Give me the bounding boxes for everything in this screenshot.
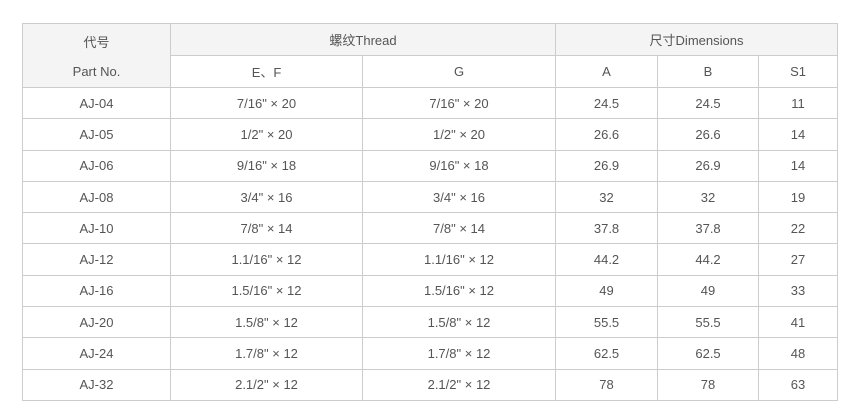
- table-row: AJ-24 1.7/8" × 12 1.7/8" × 12 62.5 62.5 …: [22, 337, 839, 370]
- table-row: AJ-20 1.5/8" × 12 1.5/8" × 12 55.5 55.5 …: [22, 306, 839, 339]
- cell-thread-ef: 1.5/16" × 12: [170, 274, 363, 308]
- cell-dim-s1: 14: [758, 149, 839, 182]
- cell-thread-ef: 1.1/16" × 12: [170, 243, 363, 276]
- cell-part-no: AJ-24: [22, 337, 171, 370]
- cell-part-no: AJ-10: [22, 212, 171, 245]
- cell-thread-g: 2.1/2" × 12: [361, 368, 557, 401]
- cell-thread-ef: 1.5/8" × 12: [170, 306, 363, 339]
- header-group-row: 代号 Part No. 螺纹Thread 尺寸Dimensions: [22, 23, 839, 88]
- cell-dim-a: 24.5: [555, 86, 659, 120]
- cell-part-no: AJ-32: [22, 368, 171, 401]
- header-part-no: 代号 Part No.: [22, 23, 171, 88]
- cell-dim-b: 32: [657, 180, 760, 214]
- header-sub-row: E、F G A B S1: [23, 55, 839, 88]
- spec-table: 代号 Part No. 螺纹Thread 尺寸Dimensions E、F G …: [22, 23, 839, 401]
- header-col-ef: E、F: [170, 55, 363, 88]
- cell-dim-a: 78: [555, 368, 659, 401]
- table-row: AJ-08 3/4" × 16 3/4" × 16 32 32 19: [22, 180, 839, 214]
- cell-dim-s1: 27: [758, 243, 839, 276]
- cell-part-no: AJ-05: [22, 118, 171, 151]
- cell-thread-g: 1.1/16" × 12: [361, 243, 557, 276]
- cell-dim-b: 78: [657, 368, 760, 401]
- cell-dim-b: 44.2: [657, 243, 760, 276]
- header-part-no-cn: 代号: [83, 35, 110, 50]
- header-dimensions-group: 尺寸Dimensions: [555, 23, 839, 56]
- cell-thread-g: 1/2" × 20: [361, 118, 557, 151]
- table-row: AJ-12 1.1/16" × 12 1.1/16" × 12 44.2 44.…: [22, 243, 839, 276]
- cell-dim-a: 26.6: [555, 118, 659, 151]
- cell-dim-b: 37.8: [657, 212, 760, 245]
- cell-dim-a: 49: [555, 274, 659, 308]
- cell-dim-b: 26.6: [657, 118, 760, 151]
- table-row: AJ-32 2.1/2" × 12 2.1/2" × 12 78 78 63: [22, 368, 839, 401]
- header-col-b: B: [657, 55, 760, 88]
- cell-dim-s1: 22: [758, 212, 839, 245]
- cell-thread-g: 1.7/8" × 12: [361, 337, 557, 370]
- cell-dim-a: 55.5: [555, 306, 659, 339]
- cell-thread-ef: 2.1/2" × 12: [170, 368, 363, 401]
- cell-dim-b: 55.5: [657, 306, 760, 339]
- header-part-no-en: Part No.: [72, 64, 121, 79]
- cell-thread-g: 1.5/16" × 12: [361, 274, 557, 308]
- cell-dim-s1: 63: [758, 368, 839, 401]
- table-row: AJ-04 7/16" × 20 7/16" × 20 24.5 24.5 11: [22, 86, 839, 120]
- cell-dim-b: 24.5: [657, 86, 760, 120]
- cell-dim-a: 44.2: [555, 243, 659, 276]
- cell-thread-g: 7/16" × 20: [361, 86, 557, 120]
- cell-dim-s1: 33: [758, 274, 839, 308]
- table-row: AJ-16 1.5/16" × 12 1.5/16" × 12 49 49 33: [22, 274, 839, 308]
- header-col-g: G: [361, 55, 557, 88]
- header-col-s1: S1: [758, 55, 839, 88]
- cell-part-no: AJ-16: [22, 274, 171, 308]
- cell-dim-s1: 41: [758, 306, 839, 339]
- cell-dim-s1: 14: [758, 118, 839, 151]
- header-col-a: A: [555, 55, 659, 88]
- cell-part-no: AJ-12: [22, 243, 171, 276]
- table-row: AJ-06 9/16" × 18 9/16" × 18 26.9 26.9 14: [22, 149, 839, 182]
- header-thread-group: 螺纹Thread: [169, 23, 557, 56]
- cell-dim-a: 37.8: [555, 212, 659, 245]
- cell-thread-g: 3/4" × 16: [361, 180, 557, 214]
- cell-part-no: AJ-04: [22, 86, 171, 120]
- cell-dim-b: 26.9: [657, 149, 760, 182]
- cell-thread-ef: 7/16" × 20: [170, 86, 363, 120]
- cell-thread-ef: 1.7/8" × 12: [170, 337, 363, 370]
- table-row: AJ-05 1/2" × 20 1/2" × 20 26.6 26.6 14: [22, 118, 839, 151]
- cell-thread-ef: 9/16" × 18: [170, 149, 363, 182]
- cell-part-no: AJ-20: [22, 306, 171, 339]
- cell-part-no: AJ-08: [22, 180, 171, 214]
- cell-dim-s1: 48: [758, 337, 839, 370]
- cell-thread-ef: 1/2" × 20: [170, 118, 363, 151]
- cell-thread-g: 7/8" × 14: [361, 212, 557, 245]
- cell-thread-g: 9/16" × 18: [361, 149, 557, 182]
- cell-dim-a: 32: [555, 180, 659, 214]
- table-body: AJ-04 7/16" × 20 7/16" × 20 24.5 24.5 11…: [22, 86, 839, 401]
- cell-dim-b: 62.5: [657, 337, 760, 370]
- cell-thread-ef: 3/4" × 16: [170, 180, 363, 214]
- cell-thread-g: 1.5/8" × 12: [361, 306, 557, 339]
- cell-dim-a: 62.5: [555, 337, 659, 370]
- cell-thread-ef: 7/8" × 14: [170, 212, 363, 245]
- cell-dim-a: 26.9: [555, 149, 659, 182]
- cell-part-no: AJ-06: [22, 149, 171, 182]
- table-row: AJ-10 7/8" × 14 7/8" × 14 37.8 37.8 22: [22, 212, 839, 245]
- cell-dim-s1: 19: [758, 180, 839, 214]
- cell-dim-b: 49: [657, 274, 760, 308]
- cell-dim-s1: 11: [758, 86, 839, 120]
- table-header: 代号 Part No. 螺纹Thread 尺寸Dimensions E、F G …: [22, 23, 839, 88]
